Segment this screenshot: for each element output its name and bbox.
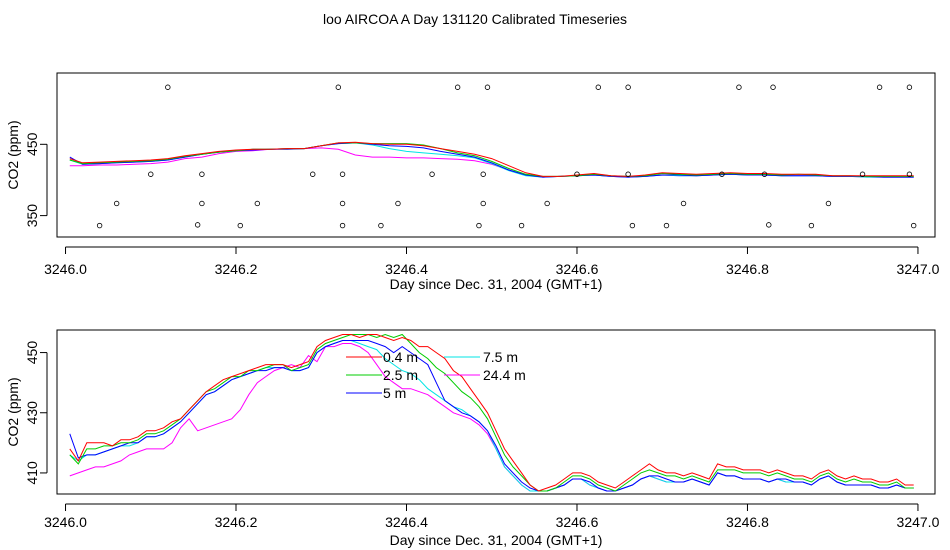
plot1-marker-point bbox=[680, 200, 687, 207]
plot1-marker-point bbox=[194, 222, 201, 228]
plot1-marker-point bbox=[480, 171, 486, 177]
plot1-marker-point bbox=[237, 222, 243, 229]
plot1-marker-point bbox=[595, 84, 601, 90]
plot2-series-line-0_4_m bbox=[69, 334, 914, 492]
plot1-marker-point bbox=[859, 171, 866, 177]
plot1-marker-point bbox=[625, 84, 631, 90]
plot1-marker-point bbox=[910, 222, 917, 229]
plot1-marker-point bbox=[199, 200, 205, 207]
plot2-legend-label: 24.4 m bbox=[483, 367, 526, 383]
plot1-marker-point bbox=[766, 222, 772, 228]
plot1-marker-point bbox=[454, 84, 461, 90]
plot1-frame bbox=[56, 72, 936, 238]
plot2-x-axis-label: Day since Dec. 31, 2004 (GMT+1) bbox=[390, 532, 603, 548]
plot1-series-line-7_5_m bbox=[69, 142, 914, 178]
plot1-marker-point bbox=[544, 200, 550, 207]
plot2-x-tick-label: 3246.6 bbox=[556, 514, 599, 530]
plot2-legend-label: 2.5 m bbox=[383, 367, 418, 383]
plot1-series-line-0_4_m bbox=[69, 141, 914, 177]
plot1-marker-point bbox=[625, 171, 631, 177]
plot1-marker-point bbox=[808, 222, 815, 229]
plot1-x-tick-label: 3246.4 bbox=[385, 261, 428, 277]
plot1-x-tick-label: 3246.8 bbox=[726, 261, 769, 277]
plot1-marker-point bbox=[378, 222, 384, 229]
plot2-y-axis-label: CO2 (ppm) bbox=[5, 377, 21, 446]
plot1-marker-point bbox=[518, 222, 525, 229]
plot2-y-tick-label: 450 bbox=[24, 341, 40, 365]
plot2-series-line-5_m bbox=[69, 340, 914, 492]
plot1-marker-point bbox=[429, 171, 435, 177]
plot1-marker-point bbox=[480, 200, 486, 207]
plot1-marker-point bbox=[165, 84, 171, 90]
plot1-series-line-2_5_m bbox=[69, 142, 914, 177]
plot1-y-axis-label: CO2 (ppm) bbox=[5, 120, 21, 189]
plot2-x-tick-label: 3247.0 bbox=[897, 514, 940, 530]
plot1-marker-point bbox=[96, 222, 103, 229]
chart-title: loo AIRCOA A Day 131120 Calibrated Times… bbox=[322, 11, 627, 27]
plot2-frame bbox=[56, 329, 936, 495]
plot1-marker-point bbox=[761, 171, 768, 177]
plot1-marker-point bbox=[876, 84, 883, 90]
plot2-legend-label: 5 m bbox=[383, 385, 406, 401]
plot1-marker-point bbox=[906, 171, 913, 177]
plot1-marker-point bbox=[770, 84, 776, 90]
plot1-marker-point bbox=[476, 222, 482, 229]
plot2-y-tick-label: 410 bbox=[24, 461, 40, 485]
plot2-x-tick-label: 3246.8 bbox=[726, 514, 769, 530]
plot2-y-tick-label: 430 bbox=[24, 401, 40, 425]
plot2-x-tick-label: 3246.2 bbox=[215, 514, 258, 530]
plot2-series-line-2_5_m bbox=[69, 333, 914, 492]
plot2-x-tick-label: 3246.0 bbox=[44, 514, 87, 530]
plot1-marker-point bbox=[825, 200, 832, 207]
plot1-marker-point bbox=[663, 222, 670, 229]
plot1-marker-point bbox=[339, 171, 346, 177]
plot1-marker-point bbox=[113, 200, 120, 207]
plot1-marker-point bbox=[148, 171, 154, 177]
plot2-legend-label: 7.5 m bbox=[483, 349, 518, 365]
plot1-marker-point bbox=[339, 222, 346, 229]
plot1-marker-point bbox=[310, 171, 316, 177]
plot1-x-axis-label: Day since Dec. 31, 2004 (GMT+1) bbox=[390, 276, 603, 292]
plot1-marker-point bbox=[254, 200, 261, 207]
plot2-series-line-24_4_m bbox=[69, 343, 914, 492]
plot2-legend-label: 0.4 m bbox=[383, 349, 418, 365]
plot1-marker-point bbox=[339, 200, 346, 207]
plot1-marker-point bbox=[736, 84, 742, 90]
plot1-marker-point bbox=[335, 84, 342, 90]
plot1-series-line-5_m bbox=[69, 142, 914, 178]
plot1-marker-point bbox=[629, 222, 636, 229]
plot1-marker-point bbox=[719, 171, 725, 177]
plot1-marker-point bbox=[395, 200, 401, 207]
plot1-x-tick-label: 3246.0 bbox=[44, 261, 87, 277]
plot1-x-tick-label: 3247.0 bbox=[897, 261, 940, 277]
plot1-marker-point bbox=[484, 84, 491, 90]
plot1-x-tick-label: 3246.2 bbox=[215, 261, 258, 277]
plot1-marker-point bbox=[199, 171, 205, 177]
plot1-marker-point bbox=[906, 84, 913, 90]
plot1-marker-point bbox=[574, 171, 580, 177]
plot1-x-tick-label: 3246.6 bbox=[556, 261, 599, 277]
plot2-x-tick-label: 3246.4 bbox=[385, 514, 428, 530]
plot1-y-tick-label: 350 bbox=[24, 204, 40, 228]
plot1-y-tick-label: 450 bbox=[24, 132, 40, 156]
